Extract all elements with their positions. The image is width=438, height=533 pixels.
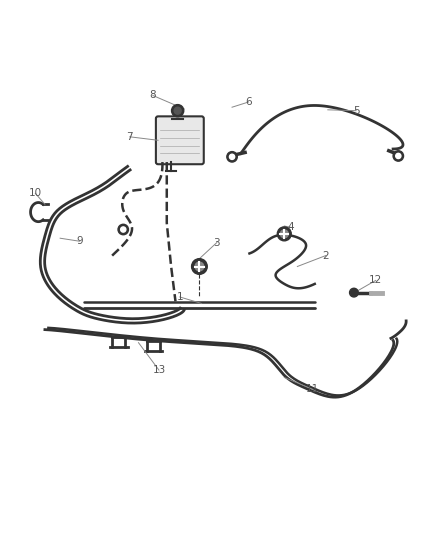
Circle shape (393, 151, 403, 161)
Circle shape (195, 262, 204, 271)
Circle shape (277, 227, 291, 241)
Text: 7: 7 (127, 132, 133, 142)
Circle shape (174, 107, 181, 114)
Text: 2: 2 (322, 251, 329, 261)
Text: 13: 13 (152, 365, 166, 375)
Circle shape (230, 154, 235, 159)
Text: 5: 5 (353, 106, 360, 116)
Circle shape (350, 288, 358, 297)
Text: 3: 3 (213, 238, 220, 247)
Circle shape (172, 104, 184, 117)
Circle shape (227, 151, 237, 162)
Text: 11: 11 (306, 384, 319, 394)
Text: 8: 8 (149, 91, 156, 100)
Text: 12: 12 (369, 276, 382, 286)
Text: 9: 9 (76, 236, 83, 246)
Circle shape (280, 230, 288, 238)
Text: 6: 6 (245, 97, 252, 107)
Circle shape (120, 227, 126, 232)
Text: 1: 1 (177, 292, 183, 302)
Circle shape (118, 224, 128, 235)
FancyBboxPatch shape (156, 116, 204, 164)
Circle shape (396, 154, 401, 158)
Text: 10: 10 (29, 188, 42, 198)
Text: 4: 4 (287, 222, 294, 232)
Circle shape (191, 259, 207, 274)
